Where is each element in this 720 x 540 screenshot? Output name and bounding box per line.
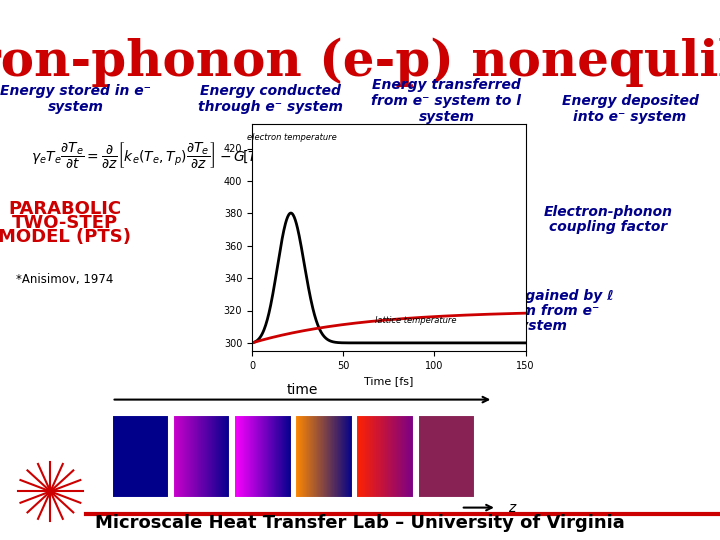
Text: Energy stored in e⁻: Energy stored in e⁻ xyxy=(0,84,151,98)
Text: system: system xyxy=(512,319,568,333)
Text: $C_p \dfrac{\partial T_p}{\partial t} = G\!\left[T_e - T_p\right]$: $C_p \dfrac{\partial T_p}{\partial t} = … xyxy=(262,246,386,279)
Text: Microscale Heat Transfer Lab – University of Virginia: Microscale Heat Transfer Lab – Universit… xyxy=(95,514,625,532)
Text: Energy gained by ℓ: Energy gained by ℓ xyxy=(466,289,614,303)
Text: Electron-phonon (e-p) nonequlibrium: Electron-phonon (e-p) nonequlibrium xyxy=(0,38,720,87)
Text: TWO-STEP: TWO-STEP xyxy=(12,214,118,232)
Text: system: system xyxy=(418,110,474,124)
Text: from e⁻ system to l: from e⁻ system to l xyxy=(372,94,521,109)
Bar xyxy=(356,415,414,498)
Text: Electron-phonon: Electron-phonon xyxy=(544,205,673,219)
Text: MODEL (PTS): MODEL (PTS) xyxy=(0,228,131,246)
Bar xyxy=(418,415,475,498)
Text: system: system xyxy=(300,309,356,323)
Text: into e⁻ system: into e⁻ system xyxy=(573,110,687,124)
Text: *Anisimov, 1974: *Anisimov, 1974 xyxy=(16,273,114,286)
Bar xyxy=(173,415,230,498)
Text: $\gamma_e T_e \dfrac{\partial T_e}{\partial t} = \dfrac{\partial}{\partial z}\le: $\gamma_e T_e \dfrac{\partial T_e}{\part… xyxy=(32,140,357,171)
Text: Energy conducted: Energy conducted xyxy=(199,84,341,98)
Text: system from e⁻: system from e⁻ xyxy=(480,304,600,318)
Text: Energy stored in ℓ: Energy stored in ℓ xyxy=(257,294,398,308)
Text: Energy transferred: Energy transferred xyxy=(372,78,521,92)
Text: z: z xyxy=(508,501,515,515)
X-axis label: Time [fs]: Time [fs] xyxy=(364,376,413,386)
Bar xyxy=(234,415,292,498)
Text: lattice temperature: lattice temperature xyxy=(375,316,457,326)
Bar xyxy=(295,415,353,498)
Text: coupling factor: coupling factor xyxy=(549,220,667,234)
Text: through e⁻ system: through e⁻ system xyxy=(197,100,343,114)
Bar xyxy=(112,415,169,498)
Text: electron temperature: electron temperature xyxy=(247,133,337,143)
Text: PARABOLIC: PARABOLIC xyxy=(8,200,122,218)
Text: system: system xyxy=(48,100,104,114)
Text: Energy deposited: Energy deposited xyxy=(562,94,698,109)
Text: time: time xyxy=(287,383,318,397)
